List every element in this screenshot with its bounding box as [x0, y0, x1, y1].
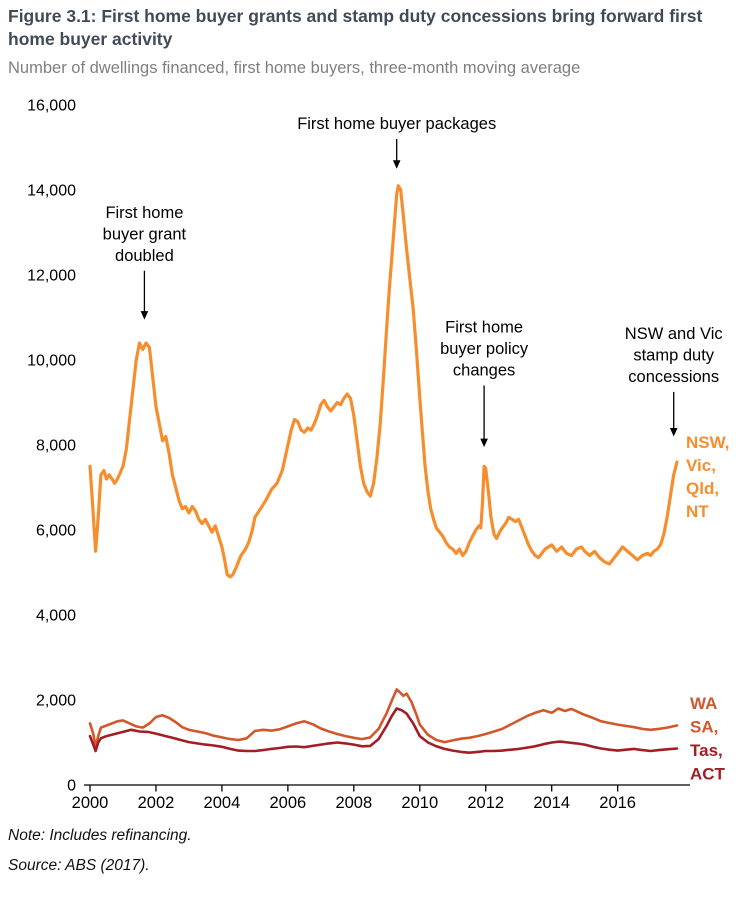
x-axis-label: 2006	[270, 794, 307, 812]
series-label-tas_act: ACT	[690, 765, 726, 784]
series-label-wa_sa: WA	[690, 694, 717, 713]
x-axis-label: 2014	[533, 794, 570, 812]
figure-title: Figure 3.1: First home buyer grants and …	[8, 6, 703, 49]
annotation-arrowhead-icon	[669, 428, 678, 437]
series-label-main: NSW,	[686, 433, 729, 452]
annotation-text: concessions	[628, 368, 719, 386]
series-line-main	[88, 184, 679, 579]
annotation-text: First home buyer packages	[297, 115, 496, 133]
series-label-main: Vic,	[686, 456, 716, 475]
x-axis-label: 2002	[138, 794, 175, 812]
y-axis-label: 6,000	[36, 523, 76, 540]
series-line-wa_sa	[88, 688, 679, 749]
y-axis-label: 10,000	[27, 353, 76, 370]
y-axis-label: 4,000	[36, 608, 76, 625]
x-axis-label: 2010	[401, 794, 438, 812]
x-axis-label: 2004	[204, 794, 241, 812]
y-axis-label: 14,000	[27, 183, 76, 200]
annotation-text: changes	[453, 362, 515, 380]
annotation-arrowhead-icon	[480, 438, 488, 448]
annotation-text: doubled	[115, 247, 174, 265]
series-label-main: NT	[686, 502, 709, 521]
y-axis-label: 16,000	[27, 98, 76, 115]
figure-source: Source: ABS (2017).	[8, 857, 150, 874]
y-axis-label: 2,000	[36, 693, 76, 710]
series-label-tas_act: Tas,	[690, 741, 723, 760]
y-axis-label: 8,000	[36, 438, 76, 455]
annotation-text: buyer grant	[103, 225, 187, 243]
annotation-text: NSW and Vic	[625, 325, 723, 343]
series-label-main: Qld,	[686, 479, 719, 498]
annotation-text: First home	[105, 204, 183, 222]
series-line-tas_act	[88, 707, 679, 755]
x-axis-label: 2000	[72, 794, 109, 812]
annotation-text: First home	[445, 319, 523, 337]
line-chart: 0 2,000 4,000 6,000 8,000 10,000 12,000 14,000 1…	[27, 98, 729, 813]
x-axis-label: 2016	[599, 794, 636, 812]
annotation-text: stamp duty	[633, 346, 714, 364]
figure-note: Note: Includes refinancing.	[8, 827, 192, 844]
x-axis-label: 2008	[335, 794, 372, 812]
x-axis-label: 2012	[467, 794, 504, 812]
y-axis-label: 0	[67, 778, 76, 795]
series-label-wa_sa: SA,	[690, 718, 718, 737]
figure-subtitle: Number of dwellings financed, first home…	[8, 59, 581, 77]
annotation-text: buyer policy	[440, 340, 529, 358]
annotation-arrowhead-icon	[392, 160, 401, 169]
annotation-arrowhead-icon	[140, 311, 149, 320]
y-axis-label: 12,000	[27, 268, 76, 285]
